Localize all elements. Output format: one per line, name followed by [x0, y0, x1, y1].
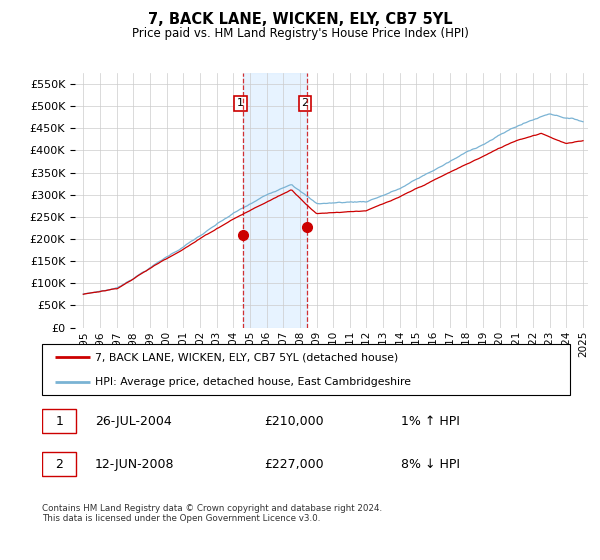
Text: 12-JUN-2008: 12-JUN-2008 — [95, 458, 175, 470]
Text: £227,000: £227,000 — [264, 458, 323, 470]
Text: 8% ↓ HPI: 8% ↓ HPI — [401, 458, 460, 470]
Text: 2: 2 — [55, 458, 63, 470]
Text: Price paid vs. HM Land Registry's House Price Index (HPI): Price paid vs. HM Land Registry's House … — [131, 27, 469, 40]
FancyBboxPatch shape — [42, 452, 76, 476]
Text: 1: 1 — [237, 99, 244, 109]
Text: 1: 1 — [55, 414, 63, 428]
Text: £210,000: £210,000 — [264, 414, 323, 428]
Text: 7, BACK LANE, WICKEN, ELY, CB7 5YL: 7, BACK LANE, WICKEN, ELY, CB7 5YL — [148, 12, 452, 27]
Text: HPI: Average price, detached house, East Cambridgeshire: HPI: Average price, detached house, East… — [95, 377, 411, 387]
Text: 26-JUL-2004: 26-JUL-2004 — [95, 414, 172, 428]
Text: 7, BACK LANE, WICKEN, ELY, CB7 5YL (detached house): 7, BACK LANE, WICKEN, ELY, CB7 5YL (deta… — [95, 352, 398, 362]
Text: 1% ↑ HPI: 1% ↑ HPI — [401, 414, 460, 428]
FancyBboxPatch shape — [42, 409, 76, 433]
Bar — [243, 73, 307, 328]
Text: Contains HM Land Registry data © Crown copyright and database right 2024.
This d: Contains HM Land Registry data © Crown c… — [42, 504, 382, 524]
Text: 2: 2 — [301, 99, 308, 109]
FancyBboxPatch shape — [42, 344, 570, 395]
